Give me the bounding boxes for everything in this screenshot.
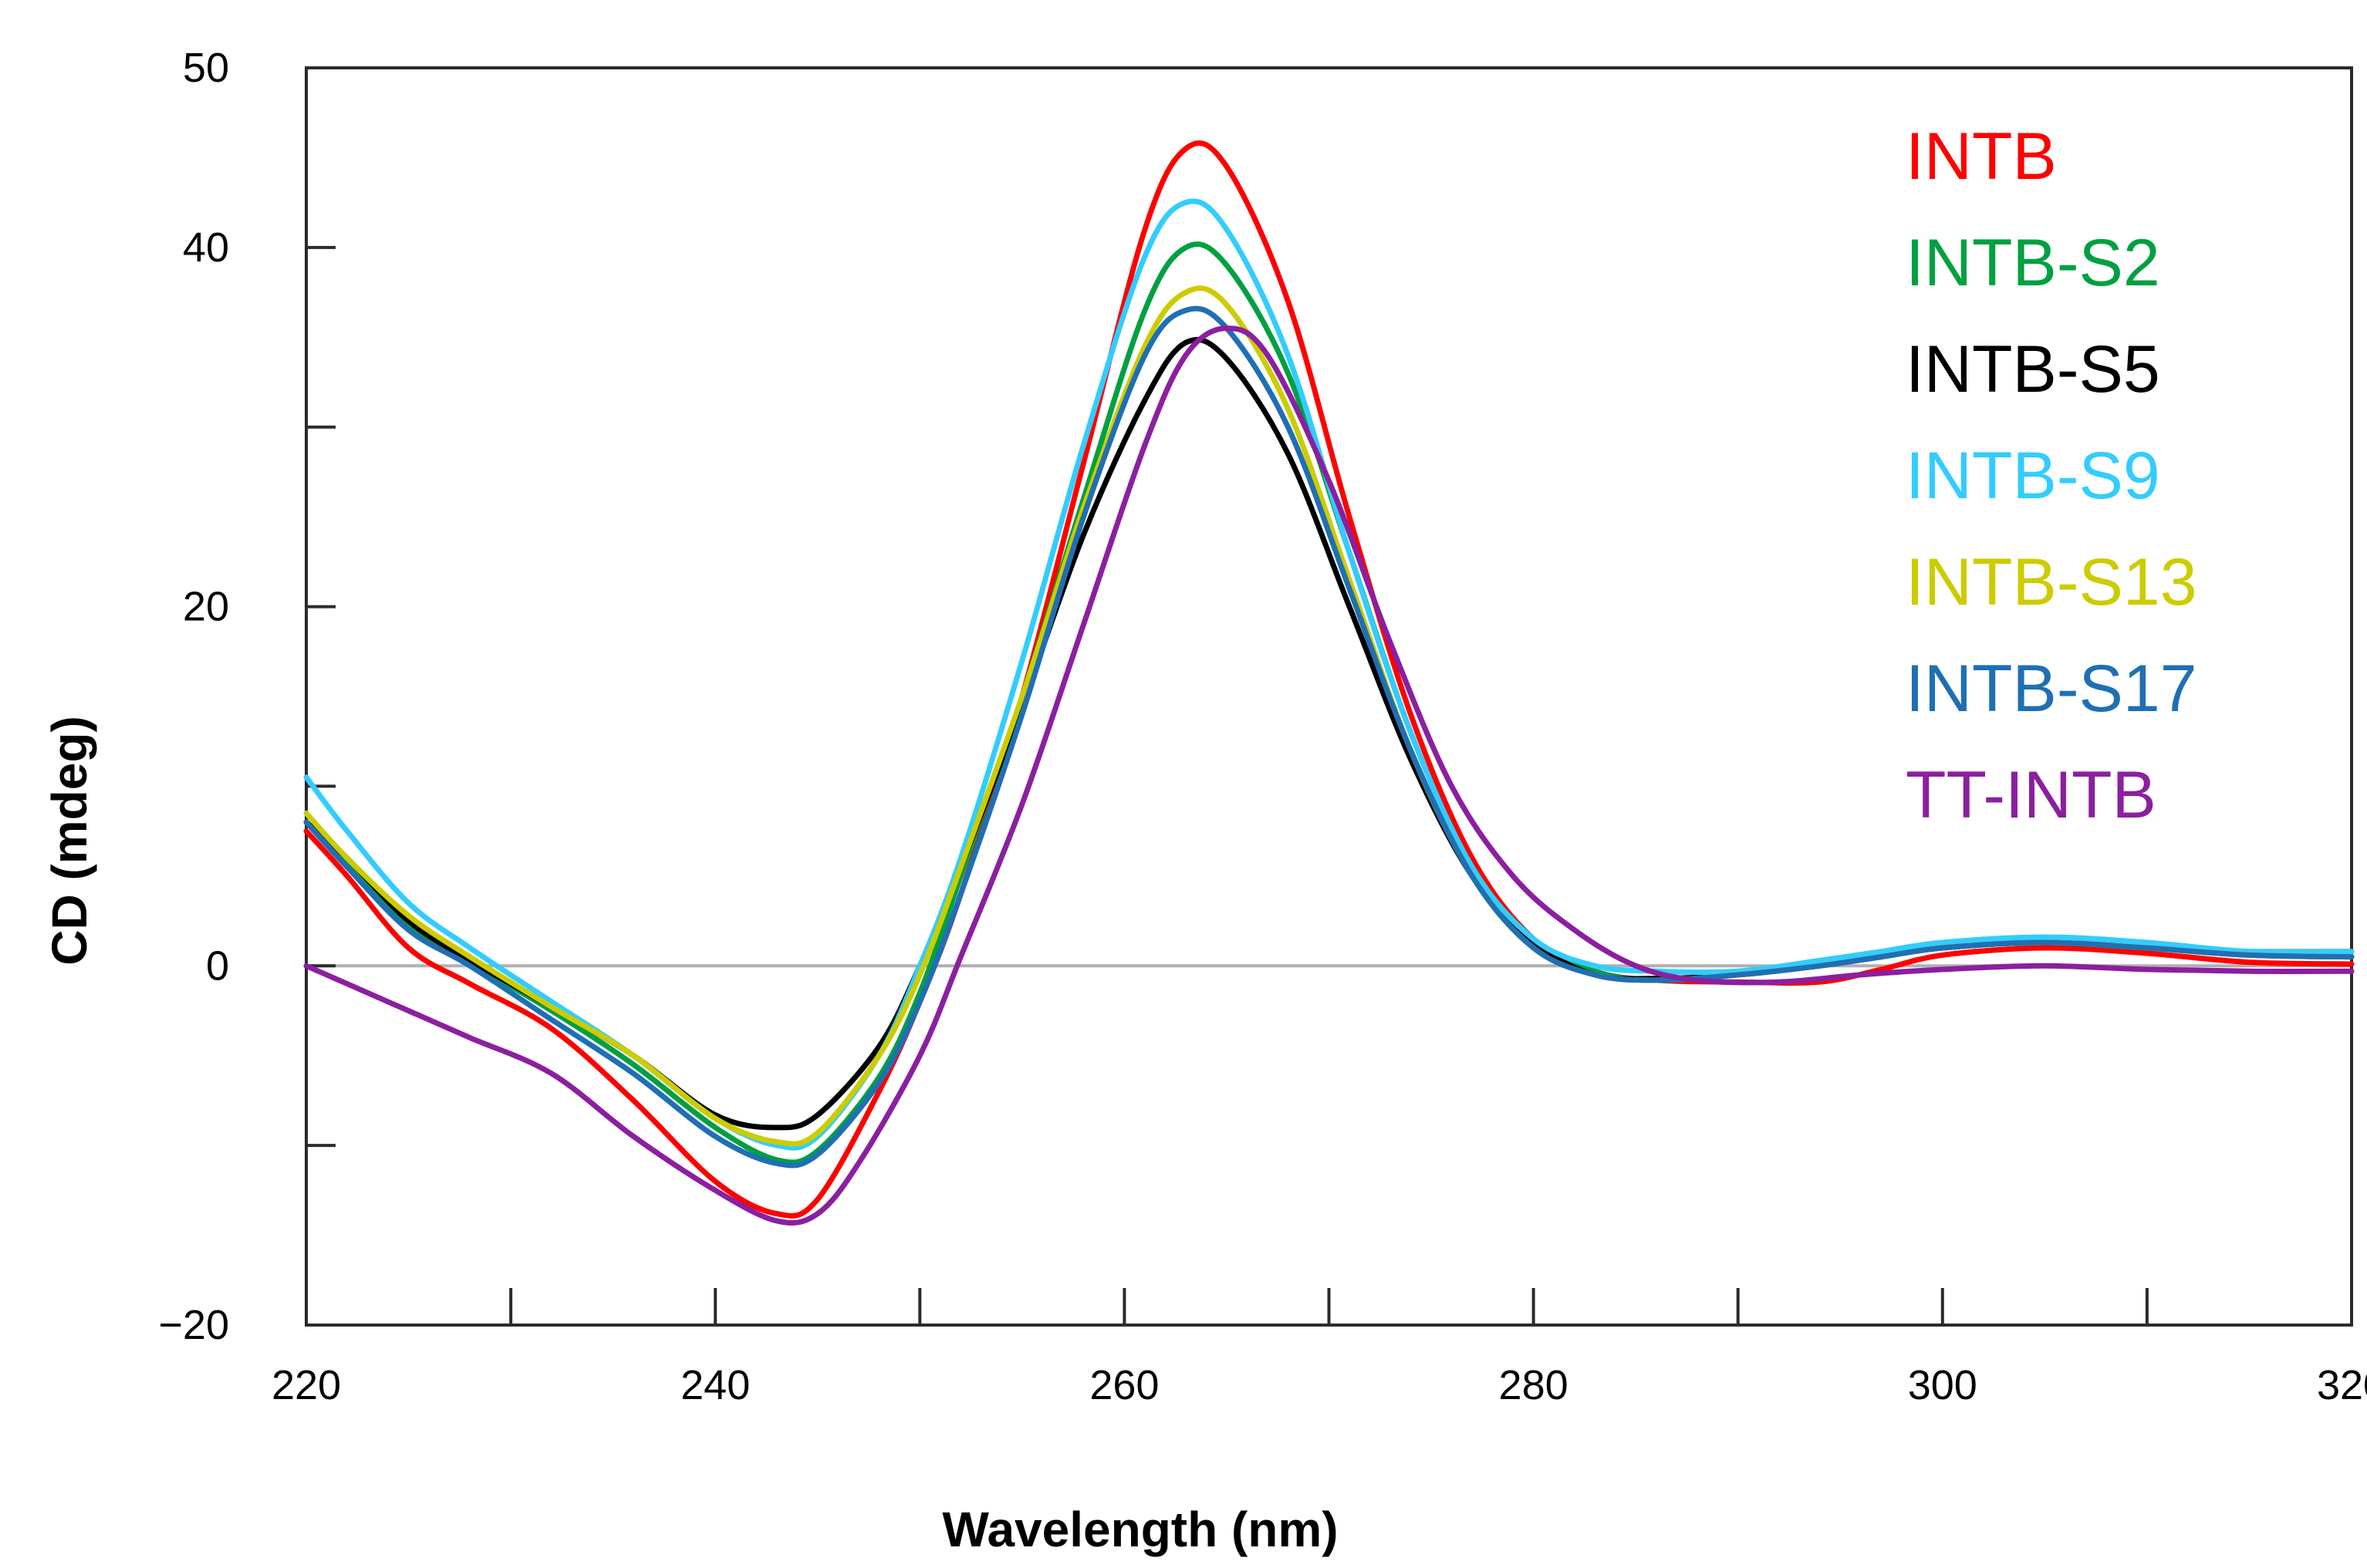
legend-entry-tt-intb: TT-INTB: [1906, 758, 2156, 832]
series-line-intb-s17: [303, 305, 2355, 1168]
axes-layer: 220 240 260 280 300 320 −20 0 20 40 50: [158, 45, 2367, 1408]
series-line-tt-intb: [303, 325, 2355, 1226]
y-tick-label: 40: [183, 224, 229, 271]
legend-entry-intb-s17: INTB-S17: [1906, 652, 2197, 726]
legend-entry-intb-s13: INTB-S13: [1906, 545, 2197, 619]
y-tick-label: −20: [158, 1302, 229, 1348]
x-axis-title: Wavelength (nm): [942, 1502, 1338, 1557]
x-tick-label: 280: [1499, 1362, 1568, 1408]
y-tick-label: 0: [206, 942, 229, 989]
y-axis-title: CD (mdeg): [42, 716, 97, 966]
legend-entry-intb-s9: INTB-S9: [1906, 439, 2160, 513]
legend: INTB INTB-S2 INTB-S5 INTB-S9 INTB-S13 INTB-S1…: [1906, 120, 2197, 832]
x-tick-label: 220: [272, 1362, 341, 1408]
x-tick-label: 260: [1089, 1362, 1159, 1408]
legend-entry-intb: INTB: [1906, 120, 2057, 194]
legend-entry-intb-s2: INTB-S2: [1906, 226, 2160, 300]
x-tick-label: 320: [2317, 1362, 2367, 1408]
legend-entry-intb-s5: INTB-S5: [1906, 332, 2160, 406]
y-tick-label: 20: [183, 584, 229, 630]
x-tick-label: 300: [1908, 1362, 1977, 1408]
x-tick-label: 240: [680, 1362, 750, 1408]
series-layer: [303, 140, 2355, 1226]
y-tick-label: 50: [183, 45, 229, 91]
